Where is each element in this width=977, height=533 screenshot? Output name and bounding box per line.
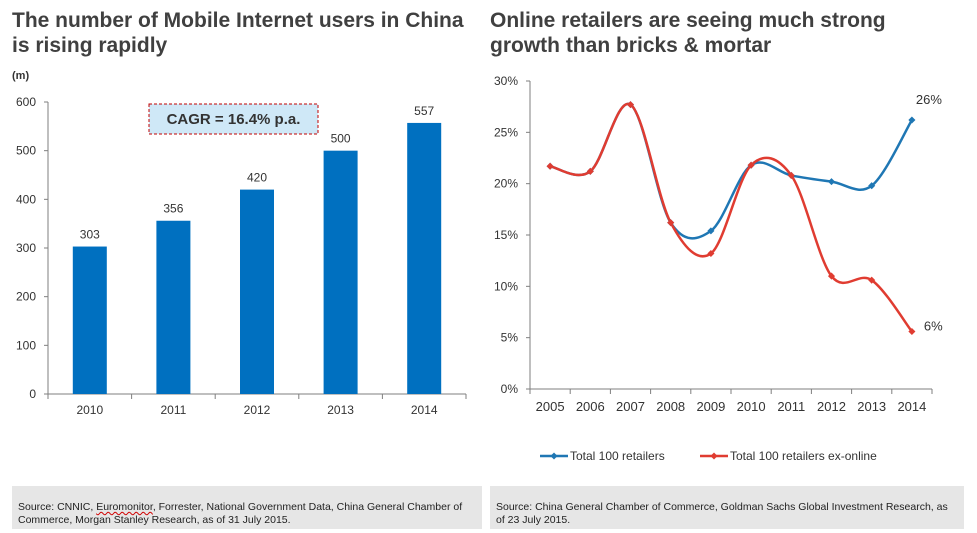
y-tick-label: 0 <box>29 387 36 401</box>
bar <box>240 189 274 394</box>
right-source-note: Source: China General Chamber of Commerc… <box>490 486 964 529</box>
x-tick-label: 2014 <box>897 399 926 414</box>
bar <box>72 246 107 394</box>
data-point-marker <box>908 116 916 124</box>
cagr-annotation-label: CAGR = 16.4% p.a. <box>167 111 301 128</box>
x-tick-label: 2011 <box>777 399 805 414</box>
bar-value-label: 303 <box>80 228 100 242</box>
x-tick-label: 2010 <box>737 399 766 414</box>
bar <box>323 150 358 394</box>
y-tick-label: 100 <box>16 338 36 352</box>
source-text-part: Source: CNNIC, <box>18 501 97 513</box>
legend-label: Total 100 retailers <box>570 449 665 463</box>
y-tick-label: 15% <box>494 228 518 242</box>
x-tick-label: 2005 <box>536 399 565 414</box>
series-end-label: 6% <box>924 319 943 334</box>
data-point-marker <box>827 272 836 280</box>
data-point-marker <box>626 101 635 109</box>
x-tick-label: 2013 <box>857 399 886 414</box>
cagr-annotation-box <box>148 103 319 135</box>
legend-label: Total 100 retailers ex-online <box>730 449 877 463</box>
x-tick-label: 2006 <box>576 399 605 414</box>
bar <box>156 220 191 394</box>
x-tick-label: 2009 <box>696 399 725 414</box>
y-tick-label: 10% <box>494 279 518 293</box>
x-tick-label: 2013 <box>327 403 354 417</box>
bar-value-label: 557 <box>414 104 434 118</box>
data-point-marker <box>787 171 795 179</box>
data-point-marker <box>747 161 755 169</box>
legend-swatch-marker <box>550 452 558 460</box>
source-text-part: Euromonitor <box>96 501 153 513</box>
x-tick-label: 2011 <box>160 403 186 417</box>
series-line-ex-online <box>549 102 913 333</box>
data-point-marker <box>827 178 836 186</box>
x-tick-label: 2008 <box>656 399 685 414</box>
data-point-marker <box>707 227 715 235</box>
data-point-marker <box>667 219 675 227</box>
y-tick-label: 300 <box>16 241 36 255</box>
y-tick-label: 200 <box>16 290 36 304</box>
data-point-marker <box>707 249 715 258</box>
y-tick-label: 0% <box>501 382 519 396</box>
x-tick-label: 2014 <box>411 403 438 417</box>
bar <box>407 122 442 394</box>
y-tick-label: 20% <box>494 177 518 191</box>
data-point-marker <box>908 327 916 336</box>
x-tick-label: 2012 <box>817 399 846 414</box>
y-tick-label: 400 <box>16 192 36 206</box>
bar-value-label: 500 <box>331 132 351 146</box>
y-tick-label: 600 <box>16 95 36 109</box>
series-end-label: 26% <box>916 92 942 107</box>
data-point-marker <box>868 182 876 190</box>
data-point-marker <box>546 162 554 170</box>
series-line-total-retailers <box>549 102 913 240</box>
data-point-marker <box>586 167 594 175</box>
x-tick-label: 2012 <box>244 403 271 417</box>
y-tick-label: 30% <box>494 74 518 88</box>
y-tick-label: 25% <box>494 125 518 139</box>
bar-value-label: 356 <box>163 202 183 216</box>
x-tick-label: 2007 <box>616 399 645 414</box>
y-tick-label: 500 <box>16 144 36 158</box>
x-tick-label: 2010 <box>76 403 103 417</box>
data-point-marker <box>868 276 876 284</box>
y-axis-unit-label: (m) <box>12 70 29 82</box>
left-chart-title: The number of Mobile Internet users in C… <box>12 9 464 57</box>
bar-value-label: 420 <box>247 171 267 185</box>
legend-swatch-marker <box>710 452 718 460</box>
right-chart-title: Online retailers are seeing much strong … <box>490 9 886 57</box>
y-tick-label: 5% <box>501 331 519 345</box>
left-source-note: Source: CNNIC, Euromonitor, Forrester, N… <box>12 486 482 529</box>
source-text-part: , Forrester, National Government Data, C… <box>18 501 463 526</box>
